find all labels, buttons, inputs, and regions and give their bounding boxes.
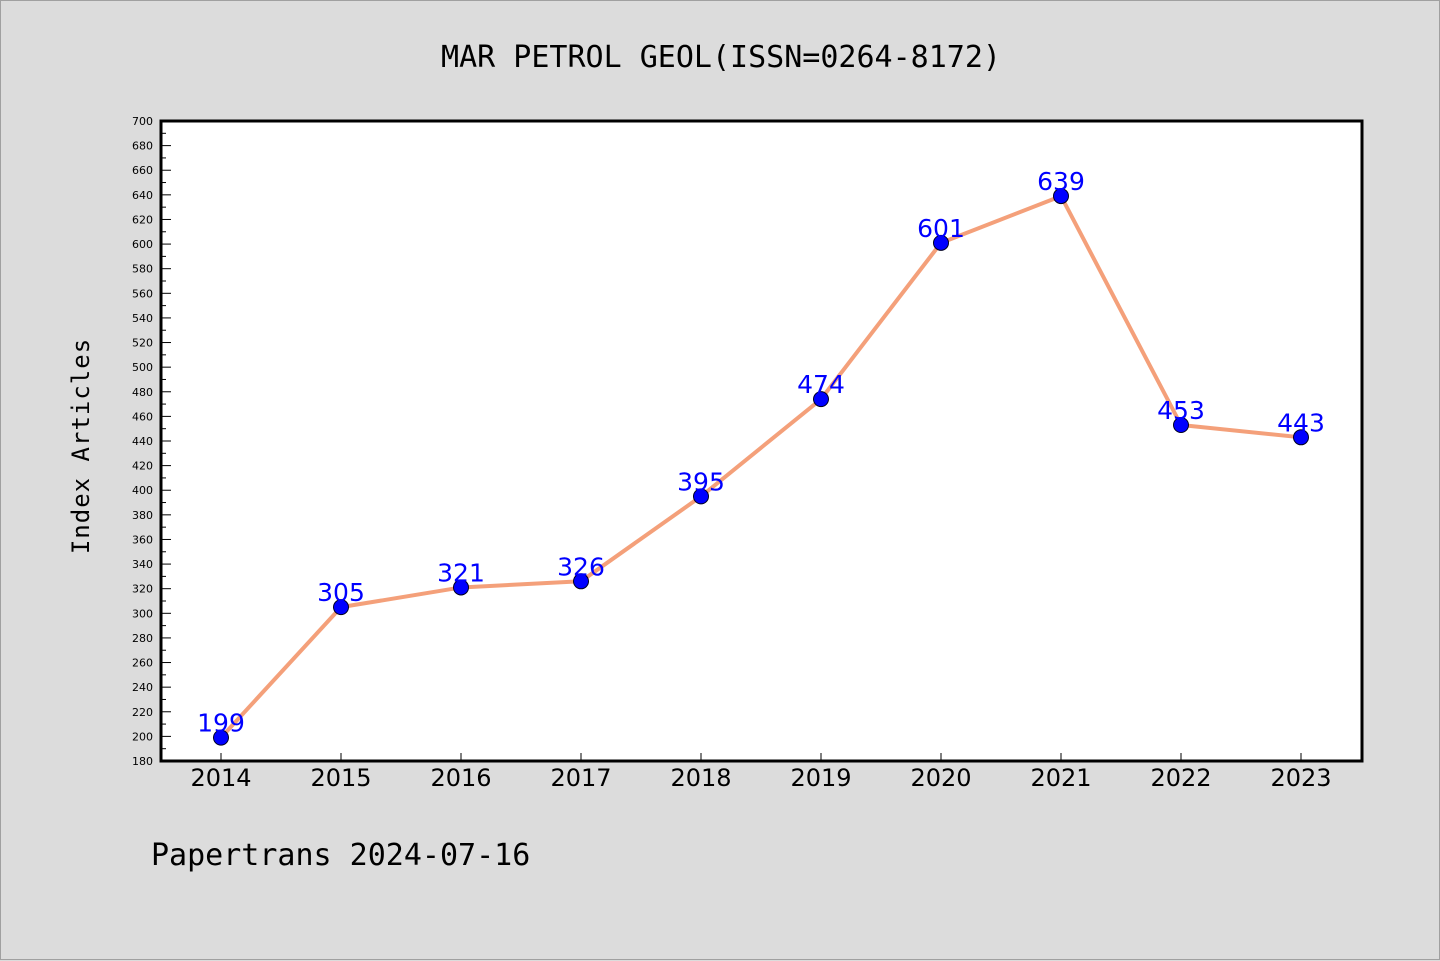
y-tick-label: 360: [132, 533, 153, 546]
y-axis-label: Index Articles: [67, 338, 95, 554]
data-point-2017: [573, 573, 589, 590]
x-axis-ticks: 2014 2015 2016 2017 2018 2019 2020 2021 2022 2023: [190, 753, 1332, 792]
y-tick-label: 580: [132, 263, 153, 276]
data-label-2018: 395: [677, 467, 725, 496]
data-label-2021: 639: [1037, 167, 1085, 196]
data-label-2020: 601: [917, 214, 965, 243]
y-tick-label: 260: [132, 657, 153, 670]
y-tick-label: 200: [132, 730, 153, 743]
y-axis-ticks: 180 200 220 240 260 280 300 320 340 360 380 400 420 4…: [132, 115, 171, 768]
data-label-2016: 321: [437, 558, 485, 587]
y-tick-label: 280: [132, 632, 153, 645]
y-tick-label: 640: [132, 189, 153, 202]
chart-title: MAR PETROL GEOL(ISSN=0264-8172): [441, 40, 1001, 75]
data-point-2019: [813, 391, 829, 408]
y-tick-label: 320: [132, 583, 153, 596]
y-tick-label: 600: [132, 238, 153, 251]
data-label-2015: 305: [317, 578, 365, 607]
y-tick-label: 300: [132, 607, 153, 620]
y-tick-label: 220: [132, 706, 153, 719]
data-label-2022: 453: [1157, 396, 1205, 425]
markers-group: [213, 188, 1309, 746]
y-tick-label: 700: [132, 115, 153, 128]
data-label-2014: 199: [197, 709, 245, 738]
data-point-2015: [333, 599, 349, 616]
data-point-2020: [933, 234, 949, 251]
x-tick-label: 2019: [790, 764, 851, 792]
data-labels-group: 199 305 321 326 395 474 601 639 453 443: [197, 167, 1325, 738]
y-tick-label: 340: [132, 558, 153, 571]
y-tick-label: 380: [132, 509, 153, 522]
y-tick-label: 180: [132, 755, 153, 768]
data-point-2014: [213, 729, 229, 746]
x-tick-label: 2023: [1270, 764, 1331, 792]
y-tick-label: 240: [132, 681, 153, 694]
data-label-2019: 474: [797, 370, 845, 399]
y-tick-label: 560: [132, 287, 153, 300]
data-point-2021: [1053, 188, 1069, 205]
x-tick-label: 2015: [310, 764, 371, 792]
data-point-2023: [1293, 429, 1309, 446]
y-tick-label: 400: [132, 484, 153, 497]
y-tick-label: 660: [132, 164, 153, 177]
x-tick-label: 2014: [190, 764, 251, 792]
y-tick-label: 460: [132, 410, 153, 423]
x-tick-label: 2021: [1030, 764, 1091, 792]
data-label-2023: 443: [1277, 408, 1325, 437]
x-tick-label: 2016: [430, 764, 491, 792]
y-tick-label: 520: [132, 337, 153, 350]
y-tick-label: 620: [132, 213, 153, 226]
footer-text: Papertrans 2024-07-16: [151, 838, 530, 873]
x-tick-label: 2018: [670, 764, 731, 792]
data-point-2022: [1173, 417, 1189, 433]
x-tick-label: 2017: [550, 764, 611, 792]
x-tick-label: 2020: [910, 764, 971, 792]
y-tick-label: 420: [132, 460, 153, 473]
x-tick-label: 2022: [1150, 764, 1211, 792]
plot-area: [159, 119, 1364, 763]
y-tick-label: 500: [132, 361, 153, 374]
data-point-2018: [693, 488, 709, 505]
y-tick-label: 480: [132, 386, 153, 399]
data-label-2017: 326: [557, 552, 605, 581]
series-line: [219, 194, 1302, 739]
series-line-group: [219, 194, 1302, 739]
y-tick-label: 540: [132, 312, 153, 325]
y-tick-label: 680: [132, 140, 153, 153]
y-tick-label: 440: [132, 435, 153, 448]
data-point-2016: [453, 579, 469, 596]
